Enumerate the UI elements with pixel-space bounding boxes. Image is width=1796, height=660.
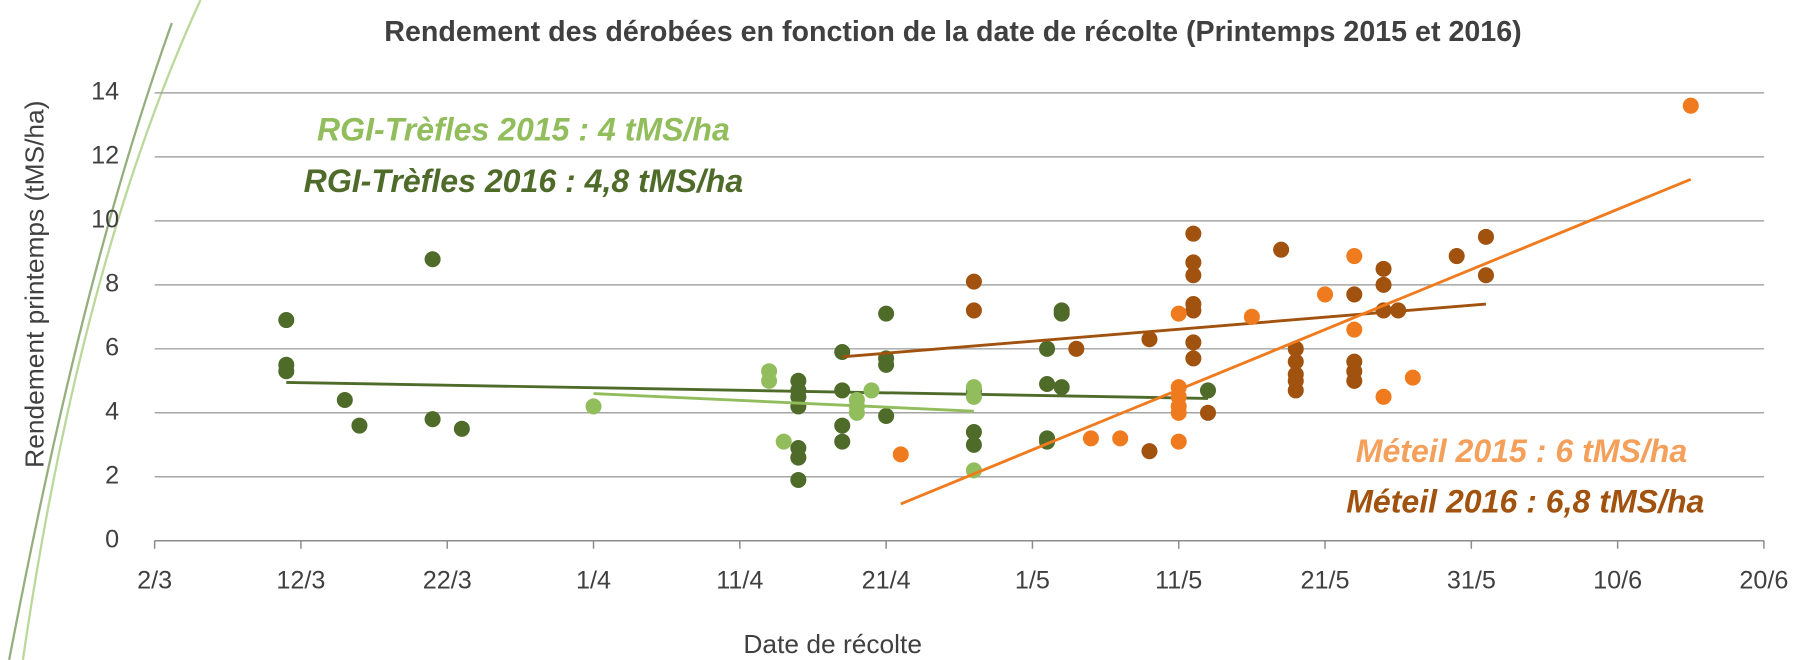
y-tick-label: 10 (91, 206, 119, 234)
point (863, 382, 879, 398)
x-tick-label: 1/4 (576, 567, 611, 595)
point (1478, 267, 1494, 283)
x-tick-label: 2/3 (137, 567, 172, 595)
point (776, 434, 792, 450)
point (966, 389, 982, 405)
point (966, 274, 982, 290)
point (1185, 302, 1201, 318)
y-tick-label: 14 (91, 78, 119, 106)
annotation: RGI-Trèfles 2016 : 4,8 tMS/ha (304, 163, 744, 199)
point (790, 398, 806, 414)
x-tick-label: 22/3 (423, 567, 472, 595)
trend-line (286, 382, 1208, 398)
y-tick-label: 0 (105, 525, 119, 553)
point (586, 398, 602, 414)
point (1171, 405, 1187, 421)
y-tick-label: 12 (91, 142, 119, 170)
point (1273, 242, 1289, 258)
annotation: RGI-Trèfles 2015 : 4 tMS/ha (317, 111, 730, 147)
point (1112, 430, 1128, 446)
annotation: Méteil 2015 : 6 tMS/ha (1356, 433, 1687, 469)
x-tick-label: 31/5 (1447, 567, 1496, 595)
point (1376, 261, 1392, 277)
point (1346, 373, 1362, 389)
x-tick-label: 11/4 (716, 567, 763, 595)
point (761, 373, 777, 389)
point (966, 437, 982, 453)
point (425, 411, 441, 427)
point (1346, 248, 1362, 264)
point (1039, 376, 1055, 392)
y-tick-label: 8 (105, 269, 119, 297)
point (1405, 370, 1421, 386)
point (1346, 286, 1362, 302)
chart: Rendement des dérobées en fonction de la… (0, 0, 1796, 660)
point (1478, 229, 1494, 245)
point (878, 408, 894, 424)
point (1376, 389, 1392, 405)
point (790, 472, 806, 488)
point (1449, 248, 1465, 264)
point (1171, 306, 1187, 322)
x-tick-label: 21/5 (1301, 567, 1350, 595)
point (1346, 322, 1362, 338)
annotation: Méteil 2016 : 6,8 tMS/ha (1346, 484, 1704, 520)
point (425, 251, 441, 267)
point (1054, 379, 1070, 395)
point (278, 312, 294, 328)
point (1039, 341, 1055, 357)
point (878, 306, 894, 322)
x-tick-label: 11/5 (1155, 567, 1202, 595)
x-tick-label: 20/6 (1739, 567, 1788, 595)
point (1171, 434, 1187, 450)
point (834, 382, 850, 398)
point (1185, 226, 1201, 242)
point (1317, 286, 1333, 302)
x-axis-label: Date de récolte (743, 629, 922, 659)
point (878, 357, 894, 373)
y-axis-label: Rendement printemps (tMS/ha) (20, 101, 50, 468)
point (1376, 277, 1392, 293)
y-tick-label: 2 (105, 461, 119, 489)
point (1244, 309, 1260, 325)
chart-title: Rendement des dérobées en fonction de la… (384, 16, 1521, 48)
point (1054, 306, 1070, 322)
point (1083, 430, 1099, 446)
y-tick-label: 4 (105, 397, 119, 425)
point (1185, 334, 1201, 350)
point (1185, 267, 1201, 283)
point (1683, 98, 1699, 114)
point (1200, 382, 1216, 398)
point (278, 363, 294, 379)
x-tick-label: 1/5 (1015, 567, 1050, 595)
trend-line (594, 394, 974, 412)
point (351, 418, 367, 434)
y-tick-label: 6 (105, 333, 119, 361)
point (1141, 331, 1157, 347)
point (1185, 350, 1201, 366)
point (337, 392, 353, 408)
point (893, 446, 909, 462)
x-tick-label: 21/4 (862, 567, 911, 595)
x-tick-label: 10/6 (1593, 567, 1642, 595)
point (1068, 341, 1084, 357)
point (966, 302, 982, 318)
x-tick-label: 12/3 (276, 567, 325, 595)
point (790, 450, 806, 466)
point (834, 434, 850, 450)
point (834, 418, 850, 434)
point (454, 421, 470, 437)
point (1200, 405, 1216, 421)
point (1141, 443, 1157, 459)
point (1288, 382, 1304, 398)
